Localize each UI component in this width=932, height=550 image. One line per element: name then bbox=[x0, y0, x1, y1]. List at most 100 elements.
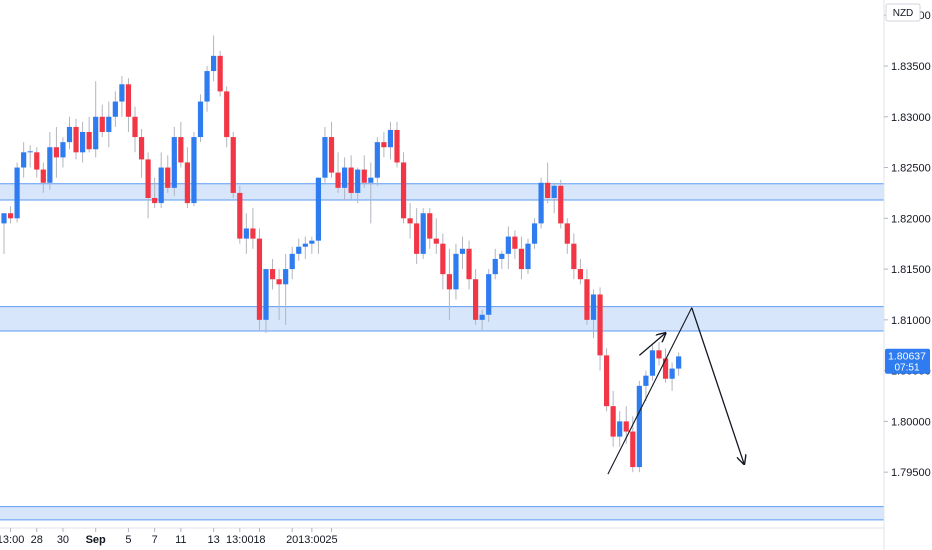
candle bbox=[27, 145, 33, 168]
candle bbox=[106, 101, 112, 148]
candle-body bbox=[394, 129, 400, 163]
y-tick-label: 1.79500 bbox=[891, 467, 931, 479]
candle bbox=[440, 233, 446, 290]
candle-body bbox=[531, 223, 538, 244]
candle-body bbox=[335, 172, 341, 188]
candle-body bbox=[374, 142, 380, 178]
candle-body bbox=[604, 355, 610, 407]
candle bbox=[315, 177, 321, 254]
trend-line[interactable] bbox=[607, 307, 693, 475]
candle bbox=[571, 233, 577, 280]
candle-body bbox=[132, 116, 138, 138]
y-tick-label: 1.82000 bbox=[891, 213, 931, 225]
candle bbox=[171, 126, 177, 196]
candle bbox=[40, 162, 46, 193]
x-tick-label: 13:00 bbox=[0, 534, 24, 546]
candle-body bbox=[34, 152, 40, 170]
candle-body bbox=[643, 375, 649, 386]
candle-body bbox=[440, 243, 446, 275]
zone-1[interactable] bbox=[0, 306, 884, 332]
candle bbox=[505, 226, 511, 270]
candle bbox=[577, 258, 583, 285]
candle bbox=[558, 179, 564, 229]
candle bbox=[80, 121, 86, 163]
candle bbox=[512, 230, 518, 259]
candle-body bbox=[138, 137, 145, 160]
candle bbox=[86, 116, 92, 153]
candle bbox=[453, 243, 459, 300]
candle-body bbox=[662, 358, 669, 379]
candle-body bbox=[217, 55, 223, 92]
candle-body bbox=[263, 269, 269, 320]
candle-body bbox=[296, 246, 302, 254]
candle-body bbox=[427, 213, 433, 239]
candle bbox=[99, 104, 105, 138]
candle bbox=[211, 35, 217, 82]
candle bbox=[184, 147, 190, 209]
candle bbox=[518, 236, 525, 280]
y-tick-label: 1.83500 bbox=[891, 61, 931, 73]
candle bbox=[93, 81, 99, 158]
candle bbox=[610, 390, 616, 447]
candle-body bbox=[1, 213, 7, 224]
candle bbox=[276, 269, 282, 320]
candle-body bbox=[66, 126, 73, 143]
candle bbox=[269, 258, 276, 290]
candle-body bbox=[630, 431, 636, 468]
candle-body bbox=[669, 368, 675, 379]
candle bbox=[486, 269, 492, 322]
candle bbox=[243, 213, 249, 254]
candle-body bbox=[256, 238, 263, 320]
candle-body bbox=[381, 142, 387, 148]
x-tick-label: 25 bbox=[325, 534, 337, 546]
candle bbox=[21, 142, 27, 178]
y-tick-label: 1.80000 bbox=[891, 416, 931, 428]
candle-body bbox=[21, 152, 27, 168]
candle-body bbox=[525, 243, 531, 270]
candle-body bbox=[597, 294, 603, 356]
candle bbox=[322, 126, 328, 183]
candle-body bbox=[191, 137, 197, 204]
candle-body bbox=[243, 228, 249, 239]
candle-body bbox=[93, 116, 99, 150]
candle-body bbox=[551, 185, 557, 198]
price-tag-box bbox=[885, 348, 930, 374]
candle-body bbox=[184, 162, 190, 204]
zone-0[interactable] bbox=[0, 183, 884, 201]
candle-body bbox=[400, 162, 407, 219]
candle-body bbox=[407, 218, 413, 224]
x-tick-label: 28 bbox=[31, 534, 43, 546]
down-arrow[interactable] bbox=[691, 307, 744, 464]
price-axis[interactable]: 1.840001.835001.830001.825001.820001.815… bbox=[884, 10, 931, 479]
candle-body bbox=[112, 101, 118, 117]
currency-label: NZD bbox=[893, 8, 914, 19]
candle-body bbox=[125, 84, 132, 117]
candle-body bbox=[564, 223, 570, 244]
candle bbox=[433, 218, 439, 254]
candle bbox=[132, 106, 138, 153]
candle-body bbox=[145, 159, 151, 198]
candle bbox=[204, 66, 210, 112]
candle bbox=[492, 248, 498, 280]
candle-body bbox=[224, 91, 230, 138]
candle bbox=[125, 78, 132, 132]
candle bbox=[466, 240, 472, 290]
up-arrow[interactable] bbox=[638, 333, 665, 356]
zone-2[interactable] bbox=[0, 506, 884, 520]
candle-body bbox=[433, 238, 439, 244]
candle-body bbox=[558, 185, 564, 224]
candle-body bbox=[197, 101, 204, 138]
candle bbox=[283, 253, 289, 325]
candle-body bbox=[152, 198, 158, 204]
candle bbox=[197, 94, 204, 143]
candle bbox=[263, 269, 269, 334]
candle-body bbox=[40, 169, 46, 183]
candle bbox=[662, 348, 669, 383]
candle-body bbox=[269, 269, 276, 280]
candle bbox=[643, 370, 649, 402]
candle-body bbox=[617, 421, 623, 437]
candle bbox=[73, 118, 79, 160]
candle-body bbox=[676, 356, 682, 369]
